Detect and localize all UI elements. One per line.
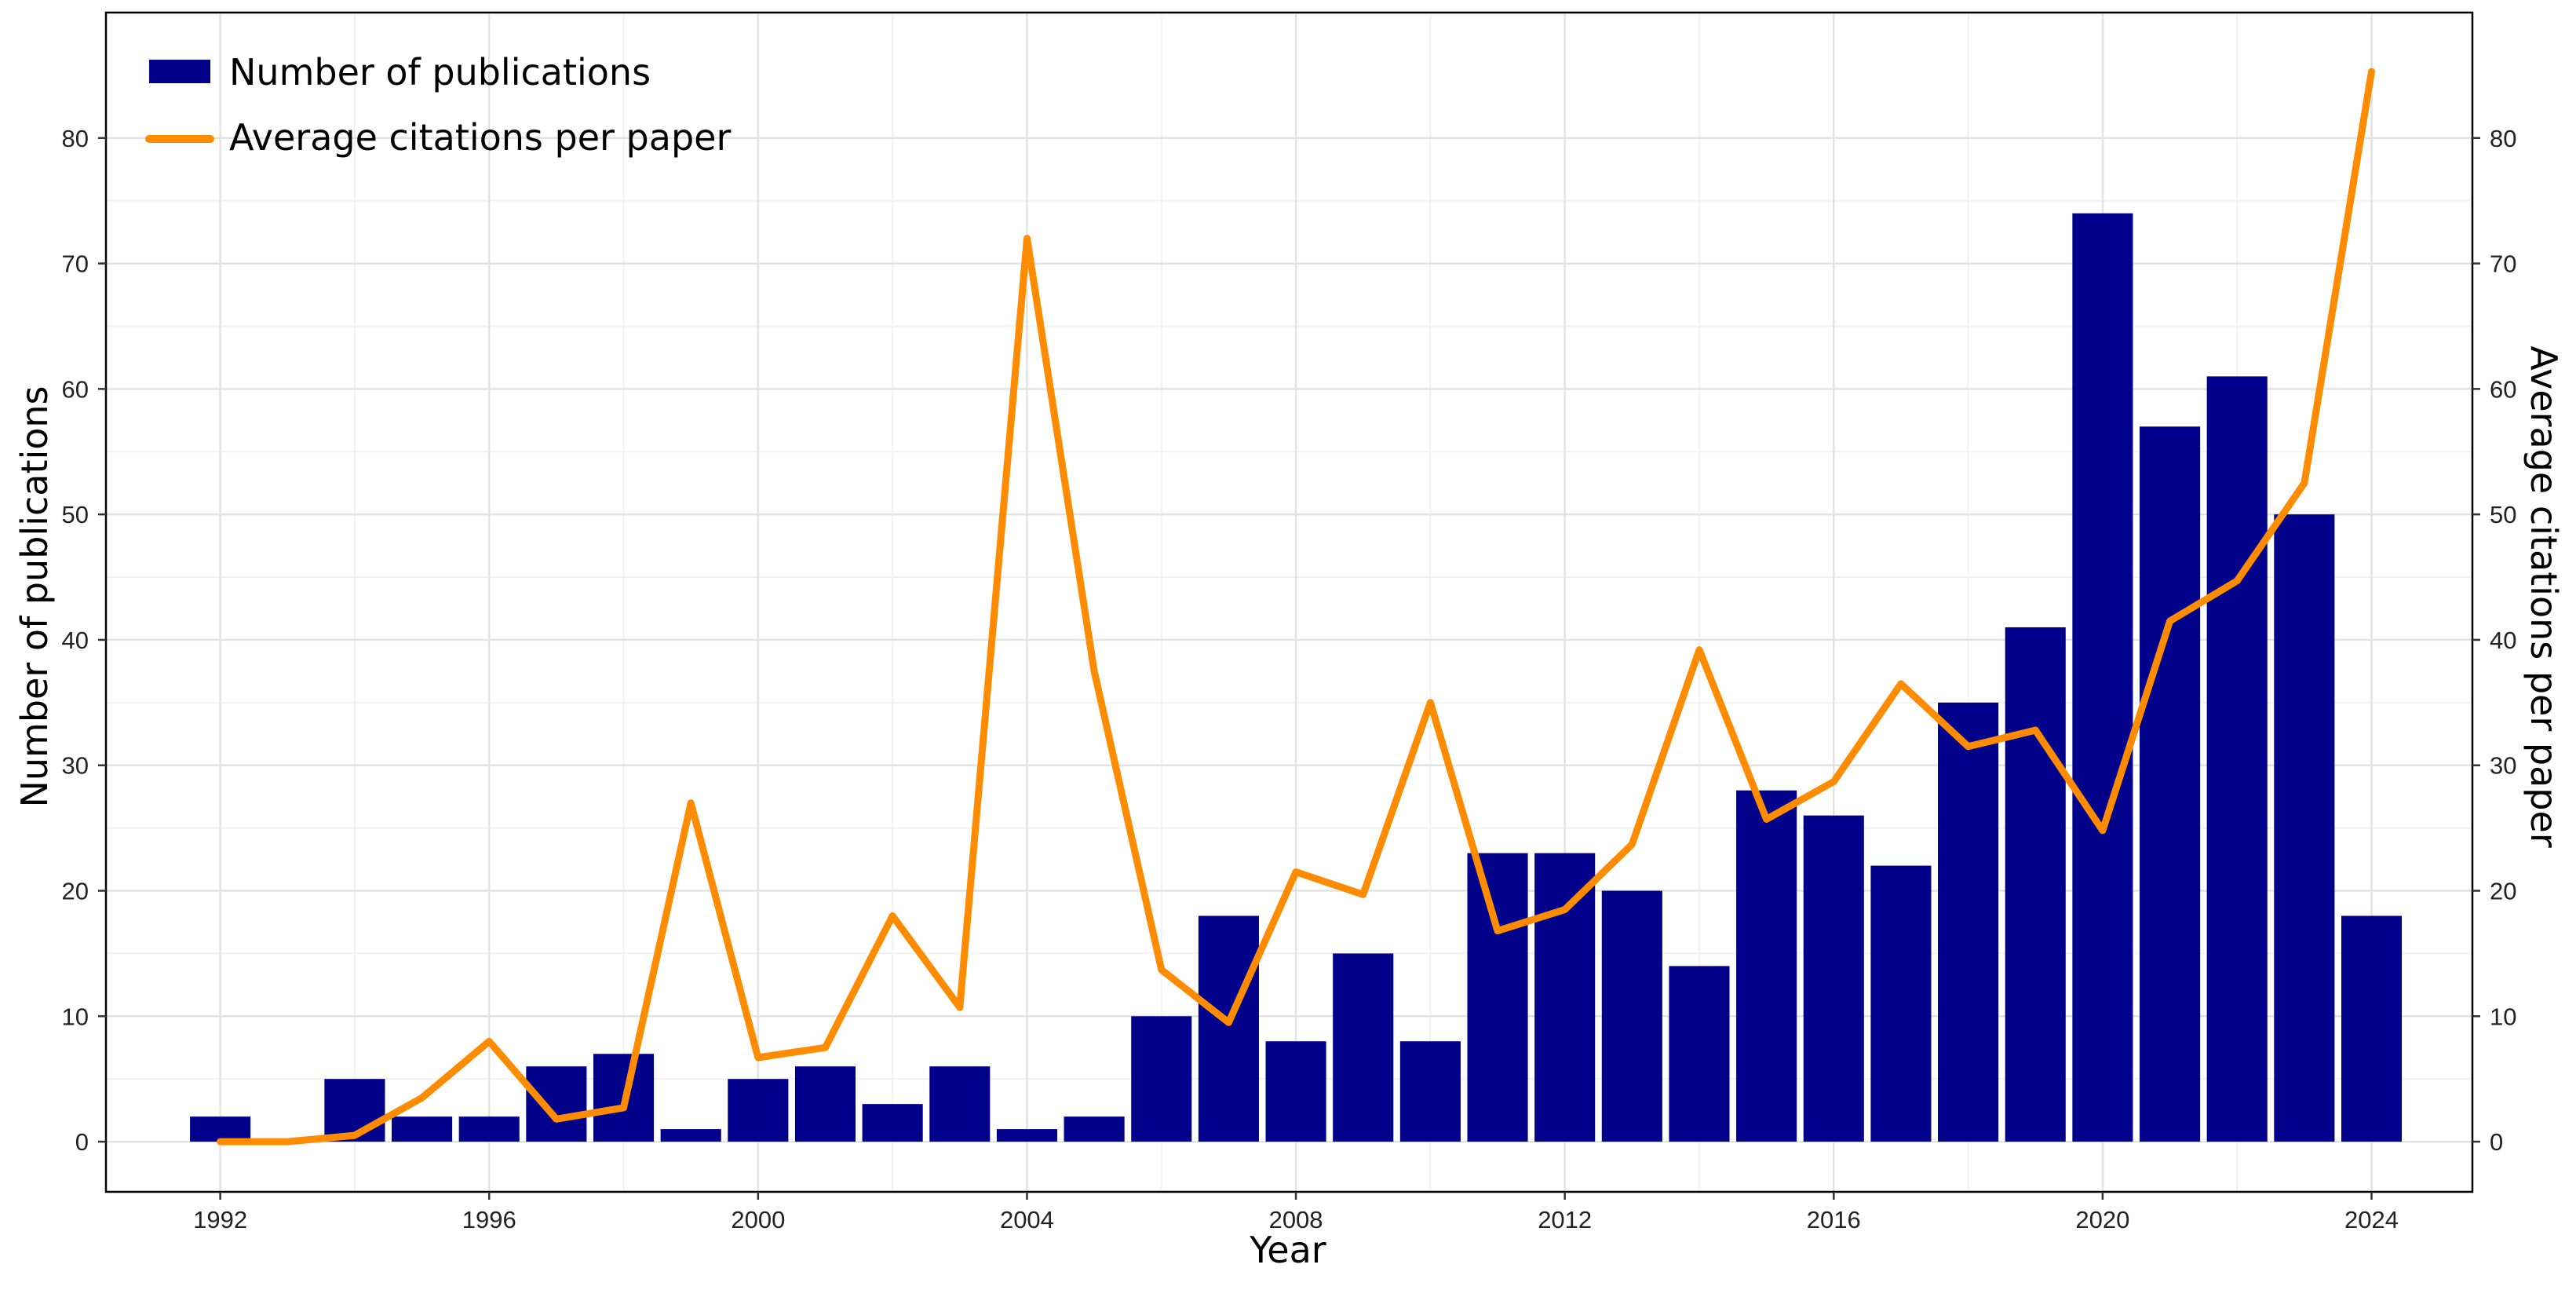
bar-1992 — [190, 1116, 251, 1142]
legend-label-publications: Number of publications — [229, 51, 651, 93]
x-tick-label: 2024 — [2344, 1206, 2399, 1233]
bar-2001 — [794, 1066, 856, 1142]
bar-2005 — [1064, 1116, 1125, 1142]
x-tick-label: 2012 — [1538, 1206, 1592, 1233]
legend-label-citations: Average citations per paper — [229, 116, 731, 159]
x-tick-label: 2008 — [1269, 1206, 1323, 1233]
left-y-tick-label: 30 — [62, 752, 89, 780]
left-y-tick-label: 40 — [62, 627, 89, 654]
x-tick-label: 1992 — [193, 1206, 247, 1233]
x-tick-label: 2020 — [2075, 1206, 2129, 1233]
x-axis-title: Year — [1249, 1229, 1326, 1271]
bar-2013 — [1601, 890, 1662, 1142]
left-y-axis-title: Number of publications — [13, 386, 56, 807]
bar-2010 — [1399, 1041, 1461, 1142]
bar-2024 — [2341, 915, 2403, 1142]
bar-1994 — [324, 1079, 385, 1142]
bar-1997 — [526, 1066, 587, 1142]
x-tick-label: 2000 — [731, 1206, 785, 1233]
right-y-tick-label: 50 — [2490, 501, 2516, 528]
right-y-tick-label: 40 — [2490, 627, 2516, 654]
legend-key-bar — [149, 60, 210, 83]
bar-2012 — [1534, 853, 1596, 1142]
left-y-tick-label: 80 — [62, 125, 89, 152]
bar-2020 — [2072, 213, 2133, 1142]
left-y-tick-label: 0 — [75, 1128, 89, 1156]
bar-2000 — [728, 1079, 789, 1142]
bar-1996 — [458, 1116, 520, 1142]
x-tick-label: 2004 — [1000, 1206, 1054, 1233]
bar-2003 — [929, 1066, 991, 1142]
bar-2007 — [1198, 915, 1259, 1142]
right-y-tick-label: 10 — [2490, 1003, 2516, 1030]
x-tick-label: 2016 — [1807, 1206, 1861, 1233]
left-y-tick-label: 10 — [62, 1003, 89, 1030]
bar-2011 — [1467, 853, 1528, 1142]
left-y-tick-label: 50 — [62, 501, 89, 528]
right-y-tick-label: 0 — [2490, 1128, 2503, 1156]
bar-2014 — [1669, 966, 1730, 1142]
bar-2004 — [996, 1129, 1057, 1142]
right-y-tick-label: 80 — [2490, 125, 2516, 152]
bar-2009 — [1333, 953, 1394, 1142]
bar-2016 — [1803, 815, 1864, 1142]
bar-2022 — [2206, 376, 2268, 1142]
right-y-tick-label: 30 — [2490, 752, 2516, 780]
plot-panel-border — [104, 11, 2474, 1193]
bar-1999 — [660, 1129, 721, 1142]
bar-2023 — [2274, 514, 2335, 1142]
left-y-tick-label: 70 — [62, 250, 89, 278]
right-y-tick-label: 70 — [2490, 250, 2516, 278]
bar-2019 — [2005, 627, 2066, 1142]
left-y-tick-label: 60 — [62, 375, 89, 403]
bar-2017 — [1870, 865, 1932, 1142]
x-tick-label: 1996 — [462, 1206, 516, 1233]
bar-2015 — [1736, 790, 1797, 1142]
bar-2006 — [1131, 1016, 1192, 1142]
right-y-tick-label: 20 — [2490, 878, 2516, 905]
bar-1995 — [392, 1116, 453, 1142]
right-y-axis-title: Average citations per paper — [2523, 345, 2565, 847]
bar-2021 — [2140, 426, 2201, 1142]
bar-2018 — [1938, 702, 1999, 1142]
line-series — [217, 68, 2375, 1146]
left-y-tick-label: 20 — [62, 878, 89, 905]
bar-2008 — [1265, 1041, 1326, 1142]
right-y-tick-label: 60 — [2490, 375, 2516, 403]
bar-2002 — [862, 1104, 923, 1142]
bar-series — [190, 213, 2403, 1142]
legend: Number of publications Average citations… — [145, 51, 731, 159]
